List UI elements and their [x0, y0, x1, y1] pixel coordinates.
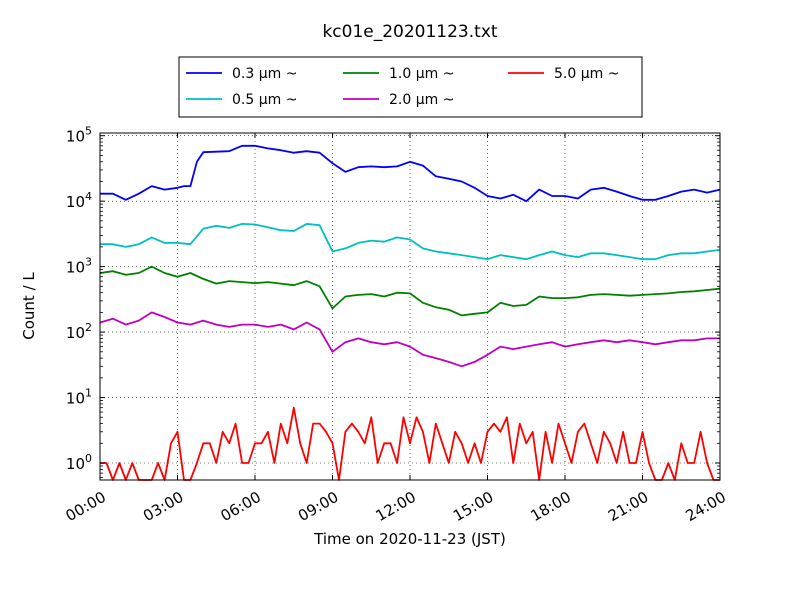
- chart-title: kc01e_20201123.txt: [322, 22, 497, 42]
- y-tick-label: 104: [66, 190, 92, 211]
- y-axis-label: Count / L: [20, 272, 38, 340]
- ticks: [99, 133, 721, 480]
- legend-label: 5.0 μm ~: [554, 66, 619, 82]
- y-tick-label: 100: [66, 452, 92, 473]
- series-line-1: [100, 144, 721, 203]
- y-tick-label: 102: [66, 321, 92, 342]
- series-layer: [99, 144, 721, 481]
- series-line-3: [99, 265, 721, 317]
- y-tick-labels: 100 101 102 103 104 105: [66, 125, 92, 473]
- y-tick-label: 103: [66, 256, 92, 277]
- legend-label: 0.5 μm ~: [232, 92, 297, 108]
- series-line-5: [100, 406, 720, 481]
- legend-label: 2.0 μm ~: [389, 92, 454, 108]
- series-line-4: [99, 311, 720, 368]
- x-axis-label: Time on 2020-11-23 (JST): [313, 530, 506, 548]
- series-line-2: [100, 222, 721, 261]
- y-tick-label: 101: [66, 387, 92, 408]
- legend-label: 1.0 μm ~: [389, 66, 454, 82]
- legend: 0.3 μm ~ 0.5 μm ~ 1.0 μm ~ 2.0 μm ~ 5.0 μm ~: [178, 56, 643, 118]
- legend-label: 0.3 μm ~: [232, 66, 297, 82]
- y-tick-label: 105: [66, 125, 92, 146]
- legend-box: [178, 56, 643, 118]
